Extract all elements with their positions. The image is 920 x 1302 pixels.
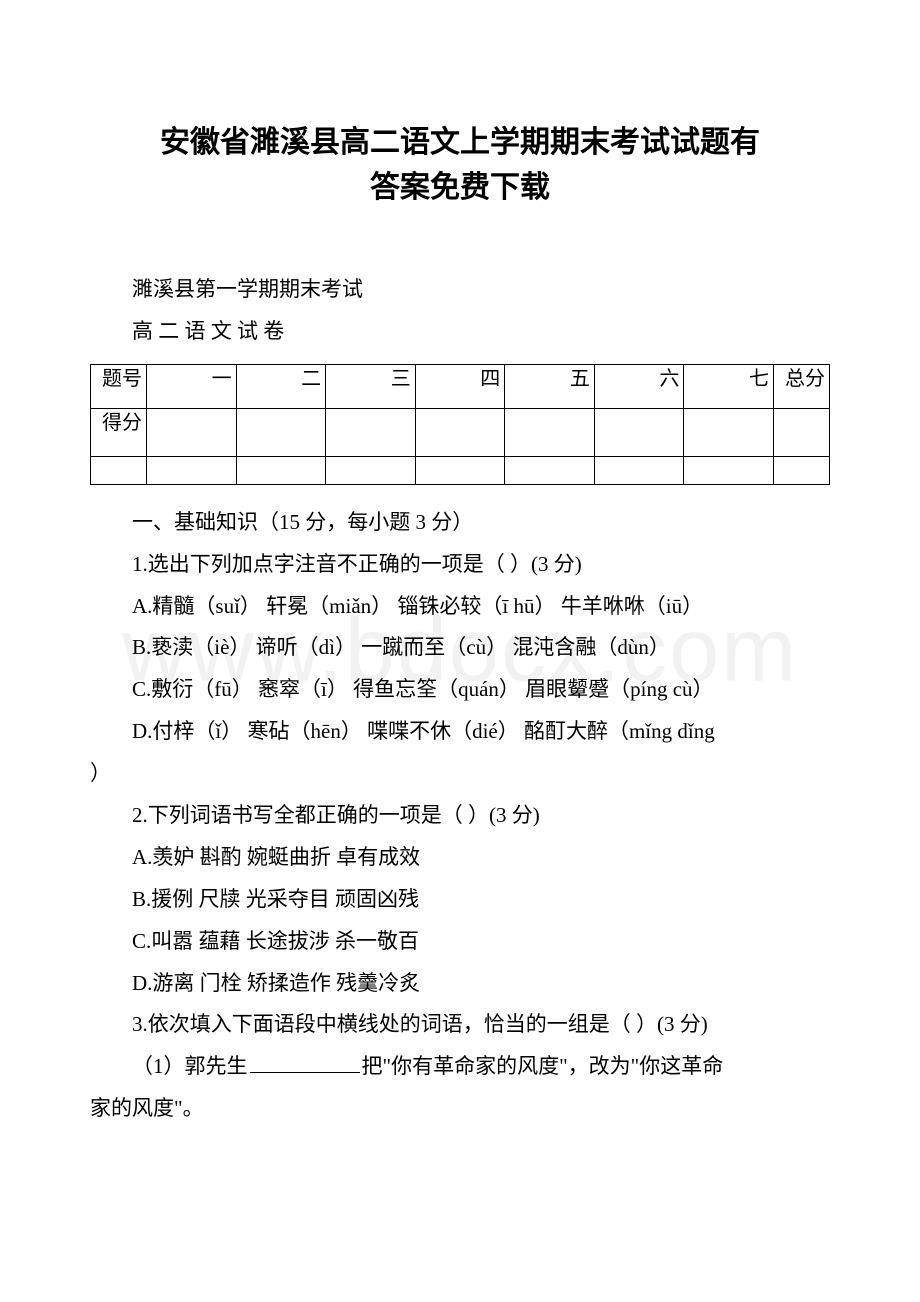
blank-cell — [684, 456, 774, 484]
q2-option-c: C.叫嚣 蕴藉 长途拔涉 杀一敬百 — [90, 922, 830, 962]
header-label-cell: 题号 — [91, 364, 147, 408]
score-table-score-row: 得分 — [91, 408, 830, 456]
q1-option-d-line1: D.付梓（ǐ） 寒砧（hēn） 喋喋不休（dié） 酩酊大醉（mǐng dǐng — [90, 712, 830, 752]
page-content: 安徽省濉溪县高二语文上学期期末考试试题有 答案免费下载 濉溪县第一学期期末考试 … — [90, 120, 830, 1129]
score-cell — [505, 408, 595, 456]
intro-line-2: 高 二 语 文 试 卷 — [90, 312, 830, 352]
blank-cell — [326, 456, 416, 484]
intro-line-1: 濉溪县第一学期期末考试 — [90, 270, 830, 310]
score-cell — [594, 408, 684, 456]
score-cell — [147, 408, 237, 456]
q1-option-d-line2: ） — [90, 754, 830, 794]
q2-option-a: A.羡妒 斟酌 婉蜓曲折 卓有成效 — [90, 838, 830, 878]
blank-cell — [594, 456, 684, 484]
q1-option-c: C.敷衍（fū） 窸窣（ī） 得鱼忘筌（quán） 眉眼颦蹙（píng cù） — [90, 670, 830, 710]
q3-stem: 3.依次填入下面语段中横线处的词语，恰当的一组是（ ）(3 分) — [90, 1005, 830, 1045]
blank-cell — [236, 456, 326, 484]
section-heading: 一、基础知识（15 分，每小题 3 分） — [90, 503, 830, 543]
fill-blank — [250, 1052, 360, 1073]
col-1: 一 — [147, 364, 237, 408]
title-line-2: 答案免费下载 — [370, 171, 550, 204]
q2-stem: 2.下列词语书写全都正确的一项是（ ）(3 分) — [90, 796, 830, 836]
q3-sub1-line2: 家的风度"。 — [90, 1089, 830, 1129]
col-6: 六 — [594, 364, 684, 408]
total-label-cell: 总分 — [774, 364, 830, 408]
col-7: 七 — [684, 364, 774, 408]
col-2: 二 — [236, 364, 326, 408]
score-cell — [684, 408, 774, 456]
col-5: 五 — [505, 364, 595, 408]
q3-sub1-after: 把"你有革命家的风度"，改为"你这革命 — [362, 1054, 724, 1078]
col-3: 三 — [326, 364, 416, 408]
score-table-header-row: 题号 一 二 三 四 五 六 七 总分 — [91, 364, 830, 408]
score-table-blank-row — [91, 456, 830, 484]
score-label-cell: 得分 — [91, 408, 147, 456]
q3-sub1-before: （1）郭先生 — [132, 1054, 248, 1078]
title-line-1: 安徽省濉溪县高二语文上学期期末考试试题有 — [160, 126, 760, 159]
page-title: 安徽省濉溪县高二语文上学期期末考试试题有 答案免费下载 — [90, 120, 830, 210]
q1-option-a: A.精髓（suǐ） 轩冕（miǎn） 锱铢必较（ī hū） 牛羊咻咻（iū） — [90, 587, 830, 627]
blank-cell — [774, 456, 830, 484]
blank-cell — [91, 456, 147, 484]
q2-option-d: D.游离 门栓 矫揉造作 残羹冷炙 — [90, 964, 830, 1004]
blank-cell — [147, 456, 237, 484]
score-cell — [415, 408, 505, 456]
q1-stem: 1.选出下列加点字注音不正确的一项是（ ）(3 分) — [90, 545, 830, 585]
score-table: 题号 一 二 三 四 五 六 七 总分 得分 — [90, 364, 830, 485]
col-4: 四 — [415, 364, 505, 408]
q1-option-b: B.亵渎（iè） 谛听（dì） 一蹴而至（cù） 混沌含融（dùn） — [90, 628, 830, 668]
blank-cell — [505, 456, 595, 484]
score-cell — [774, 408, 830, 456]
score-cell — [236, 408, 326, 456]
q3-sub1-line1: （1）郭先生 把"你有革命家的风度"，改为"你这革命 — [90, 1047, 830, 1087]
q2-option-b: B.援例 尺牍 光采夺目 顽固凶残 — [90, 880, 830, 920]
score-cell — [326, 408, 416, 456]
blank-cell — [415, 456, 505, 484]
